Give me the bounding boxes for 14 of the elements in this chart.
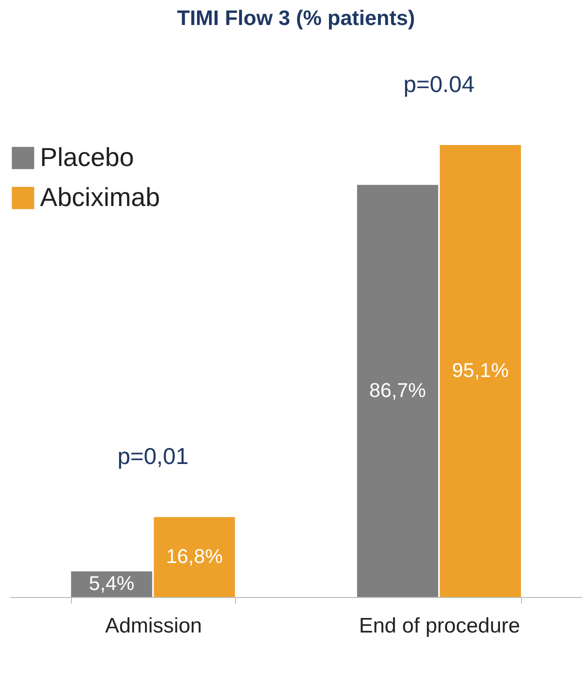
bar xyxy=(357,184,438,597)
x-tick-label: End of procedure xyxy=(358,614,520,638)
data-label: 5,4% xyxy=(88,573,135,596)
text: p=0.04 xyxy=(404,71,475,97)
data-label: 16,8% xyxy=(166,546,223,568)
data-label: 95,1% xyxy=(452,360,509,382)
bar xyxy=(440,145,521,597)
chart-title: TIMI Flow 3 (% patients) xyxy=(176,7,416,30)
x-tick-label: Admission xyxy=(105,614,202,638)
legend-label: Abciximab xyxy=(40,182,160,212)
bar xyxy=(154,517,235,597)
data-label: 86,7% xyxy=(369,380,426,402)
annotation: p=0,01 xyxy=(118,443,188,470)
legend-label: Placebo xyxy=(40,142,134,172)
